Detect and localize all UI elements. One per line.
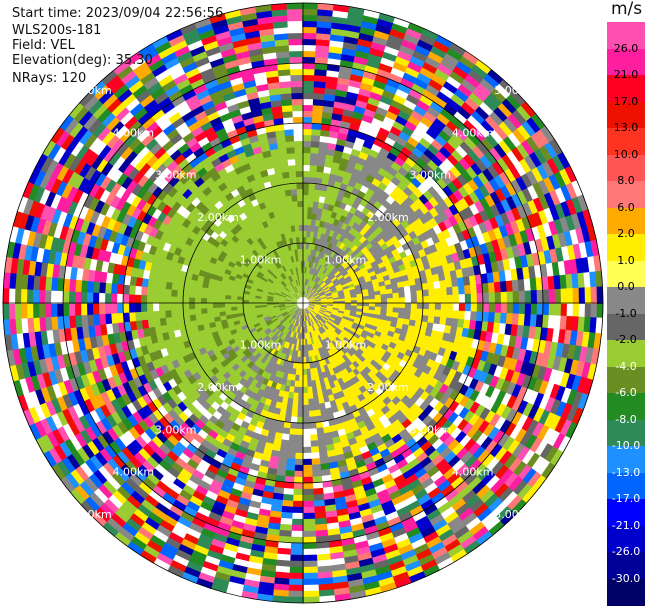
colorbar-segment — [607, 499, 645, 526]
colorbar-tick-label: -26.0 — [611, 545, 641, 558]
colorbar-tick-label: 21.0 — [613, 68, 639, 81]
colorbar-tick-label: -17.0 — [611, 492, 641, 505]
range-ring-label: 1.00km — [325, 254, 367, 267]
colorbar-segment — [607, 313, 645, 341]
range-ring-label: 5.00km — [494, 508, 536, 521]
colorbar-segment — [607, 366, 645, 394]
range-ring-label: 5.00km — [70, 84, 112, 97]
range-ring-label: 2.00km — [367, 381, 409, 394]
colorbar-tick-label: 2.0 — [617, 227, 635, 240]
colorbar-tick-label: 1.0 — [617, 253, 635, 267]
range-ring-label: 4.00km — [113, 466, 155, 479]
colorbar-tick-label: 6.0 — [617, 200, 635, 214]
colorbar-segment — [607, 22, 645, 49]
colorbar-tick-label: -21.0 — [611, 518, 641, 532]
colorbar-segment — [607, 340, 645, 367]
range-ring-label: 4.00km — [113, 126, 155, 139]
colorbar-tick-label: -30.0 — [611, 571, 641, 585]
range-ring-label: 1.00km — [240, 254, 282, 267]
colorbar-segment — [607, 419, 645, 447]
range-ring-label: 3.00km — [410, 423, 452, 436]
colorbar-tick-label: -4.0 — [615, 359, 637, 373]
range-ring-label: 2.00km — [197, 211, 239, 224]
colorbar-tick-label: 17.0 — [613, 94, 639, 108]
colorbar-segment — [607, 393, 645, 420]
range-ring-label: 3.00km — [155, 169, 197, 182]
colorbar-segment — [607, 101, 645, 129]
colorbar-tick-label: -10.0 — [611, 439, 641, 452]
colorbar-unit: m/s — [611, 0, 643, 19]
colorbar-segment — [607, 207, 645, 235]
colorbar-tick-label: -6.0 — [615, 386, 637, 399]
colorbar-segment — [607, 75, 645, 102]
colorbar-segment — [607, 128, 645, 155]
colorbar-tick-label: 8.0 — [617, 174, 635, 187]
range-ring-label: 1.00km — [240, 338, 282, 351]
colorbar-segment — [607, 525, 645, 553]
range-ring-label: 3.00km — [155, 423, 197, 436]
colorbar-tick-label: -2.0 — [615, 333, 637, 346]
colorbar-tick-label: 26.0 — [613, 41, 639, 55]
start-time: Start time: 2023/09/04 22:56:56 — [12, 6, 224, 21]
colorbar-segment — [607, 552, 645, 579]
ppi-canvas: 1.00km 1.00km 1.00km 1.00km 2.00km 2.00km 2.00… — [2, 2, 604, 604]
colorbar-tick-label: 13.0 — [613, 121, 639, 134]
range-ring-label: 2.00km — [367, 211, 409, 224]
range-ring-label: 1.00km — [325, 338, 367, 351]
elevation: Elevation(deg): 35.30 — [12, 53, 153, 68]
colorbar-tick-label: 0.0 — [617, 280, 635, 293]
colorbar-tick-label: -13.0 — [611, 465, 641, 479]
field-name: Field: VEL — [12, 38, 75, 53]
range-ring-label: 3.00km — [410, 169, 452, 182]
colorbar-segment — [607, 234, 645, 261]
range-ring-label: 4.00km — [452, 466, 494, 479]
colorbar-segment — [607, 472, 645, 500]
colorbar-tick-label: -8.0 — [615, 412, 637, 426]
colorbar-segment — [607, 260, 645, 288]
colorbar-segment — [607, 287, 645, 314]
range-ring-label: 4.00km — [452, 126, 494, 139]
colorbar-segment — [607, 181, 645, 208]
colorbar-tick-label: -1.0 — [615, 306, 637, 320]
colorbar-segment — [607, 48, 645, 76]
colorbar-segment — [607, 154, 645, 182]
colorbar-segment — [607, 578, 645, 606]
colorbar: 26.0 21.0 17.0 13.0 10.0 8.0 6.0 2.0 1.0 0.0 -1.0 -… — [607, 22, 645, 606]
range-ring-label: 5.00km — [494, 84, 536, 97]
range-ring-label: 2.00km — [197, 381, 239, 394]
nrays: NRays: 120 — [12, 71, 87, 86]
ppi-gates — [2, 2, 604, 604]
colorbar-segment — [607, 446, 645, 473]
range-ring-label: 5.00km — [70, 508, 112, 521]
range-rings: 1.00km 1.00km 1.00km 1.00km 2.00km 2.00km 2.00… — [2, 2, 604, 604]
site-name: WLS200s-181 — [12, 23, 102, 38]
colorbar-tick-label: 10.0 — [613, 147, 639, 161]
